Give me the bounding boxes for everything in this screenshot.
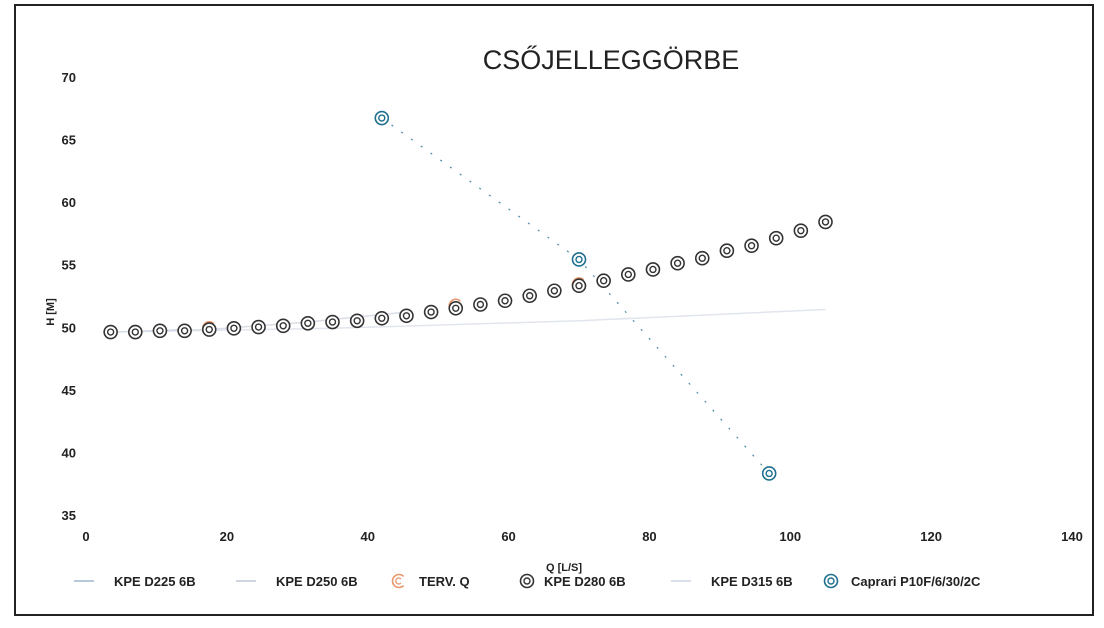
data-point bbox=[128, 324, 143, 340]
data-point bbox=[374, 310, 390, 326]
chart-svg: CSŐJELLEGGÖRBE H [M] Q [L/S] 35 40 45 50 55 6… bbox=[14, 4, 1094, 616]
x-tick-label: 100 bbox=[779, 529, 801, 544]
data-point bbox=[201, 322, 217, 337]
x-axis-label: Q [L/S] bbox=[546, 562, 582, 574]
legend-label: KPE D250 6B bbox=[276, 574, 358, 589]
data-point bbox=[744, 238, 759, 253]
data-point bbox=[522, 288, 538, 304]
data-point bbox=[275, 318, 291, 334]
chart-title: CSŐJELLEGGÖRBE bbox=[483, 44, 740, 75]
data-point bbox=[694, 250, 710, 266]
data-point bbox=[399, 308, 414, 324]
legend-marker bbox=[519, 573, 535, 589]
legend-label: KPE D315 6B bbox=[711, 574, 793, 589]
legend: KPE D225 6B KPE D250 6B TERV. Q KPE D280 6B… bbox=[74, 573, 981, 589]
data-point bbox=[670, 255, 685, 271]
data-point bbox=[349, 313, 365, 329]
y-tick-labels: 35 40 45 50 55 60 65 70 bbox=[62, 70, 76, 523]
data-point bbox=[645, 262, 661, 277]
data-point bbox=[497, 293, 513, 309]
data-point bbox=[448, 300, 464, 316]
legend-label: KPE D280 6B bbox=[544, 574, 626, 589]
series-line bbox=[381, 117, 770, 474]
chart-frame: CSŐJELLEGGÖRBE H [M] Q [L/S] 35 40 45 50 55 6… bbox=[14, 4, 1094, 616]
data-point bbox=[177, 323, 192, 339]
data-point bbox=[620, 267, 636, 282]
x-tick-label: 0 bbox=[82, 529, 89, 544]
x-tick-label: 20 bbox=[220, 529, 234, 544]
y-tick-label: 50 bbox=[62, 320, 76, 335]
data-point bbox=[571, 278, 587, 294]
data-point bbox=[818, 214, 833, 230]
x-tick-labels: 0 20 40 60 80 100 120 140 bbox=[82, 529, 1082, 544]
y-tick-label: 55 bbox=[62, 258, 76, 273]
x-tick-label: 80 bbox=[642, 529, 656, 544]
legend-item: TERV. Q bbox=[391, 573, 470, 589]
data-point bbox=[547, 283, 562, 299]
series-line bbox=[110, 308, 826, 333]
y-tick-label: 45 bbox=[62, 383, 76, 398]
data-point bbox=[423, 304, 439, 320]
y-axis-label: H [M] bbox=[45, 298, 57, 326]
x-tick-label: 120 bbox=[920, 529, 942, 544]
legend-marker bbox=[823, 573, 839, 589]
y-tick-label: 35 bbox=[62, 508, 76, 523]
y-tick-label: 70 bbox=[62, 70, 76, 85]
data-point bbox=[793, 223, 809, 238]
legend-item: KPE D250 6B bbox=[236, 574, 358, 589]
legend-label: KPE D225 6B bbox=[114, 574, 196, 589]
data-point bbox=[226, 320, 242, 336]
data-point bbox=[571, 252, 587, 267]
data-point bbox=[473, 297, 488, 312]
data-point bbox=[251, 319, 266, 335]
y-tick-label: 40 bbox=[62, 445, 76, 460]
data-point bbox=[103, 324, 118, 340]
legend-marker bbox=[391, 573, 405, 589]
y-tick-label: 65 bbox=[62, 133, 76, 148]
data-point bbox=[374, 110, 390, 126]
legend-item: Caprari P10F/6/30/2C bbox=[823, 573, 981, 589]
data-point bbox=[768, 230, 784, 246]
legend-label: Caprari P10F/6/30/2C bbox=[851, 574, 981, 589]
data-point bbox=[596, 273, 611, 289]
legend-item: KPE D315 6B bbox=[671, 574, 793, 589]
data-point bbox=[300, 315, 316, 331]
chart-border bbox=[14, 4, 1094, 616]
series-markers bbox=[103, 110, 833, 481]
x-tick-label: 140 bbox=[1061, 529, 1083, 544]
data-point bbox=[761, 466, 777, 481]
legend-item: KPE D225 6B bbox=[74, 574, 196, 589]
legend-label: TERV. Q bbox=[419, 574, 470, 589]
data-point bbox=[719, 243, 735, 258]
y-tick-label: 60 bbox=[62, 195, 76, 210]
x-tick-label: 40 bbox=[360, 529, 374, 544]
data-point bbox=[325, 314, 340, 330]
x-tick-label: 60 bbox=[501, 529, 515, 544]
data-point bbox=[152, 323, 168, 339]
legend-item: KPE D280 6B bbox=[519, 573, 626, 589]
